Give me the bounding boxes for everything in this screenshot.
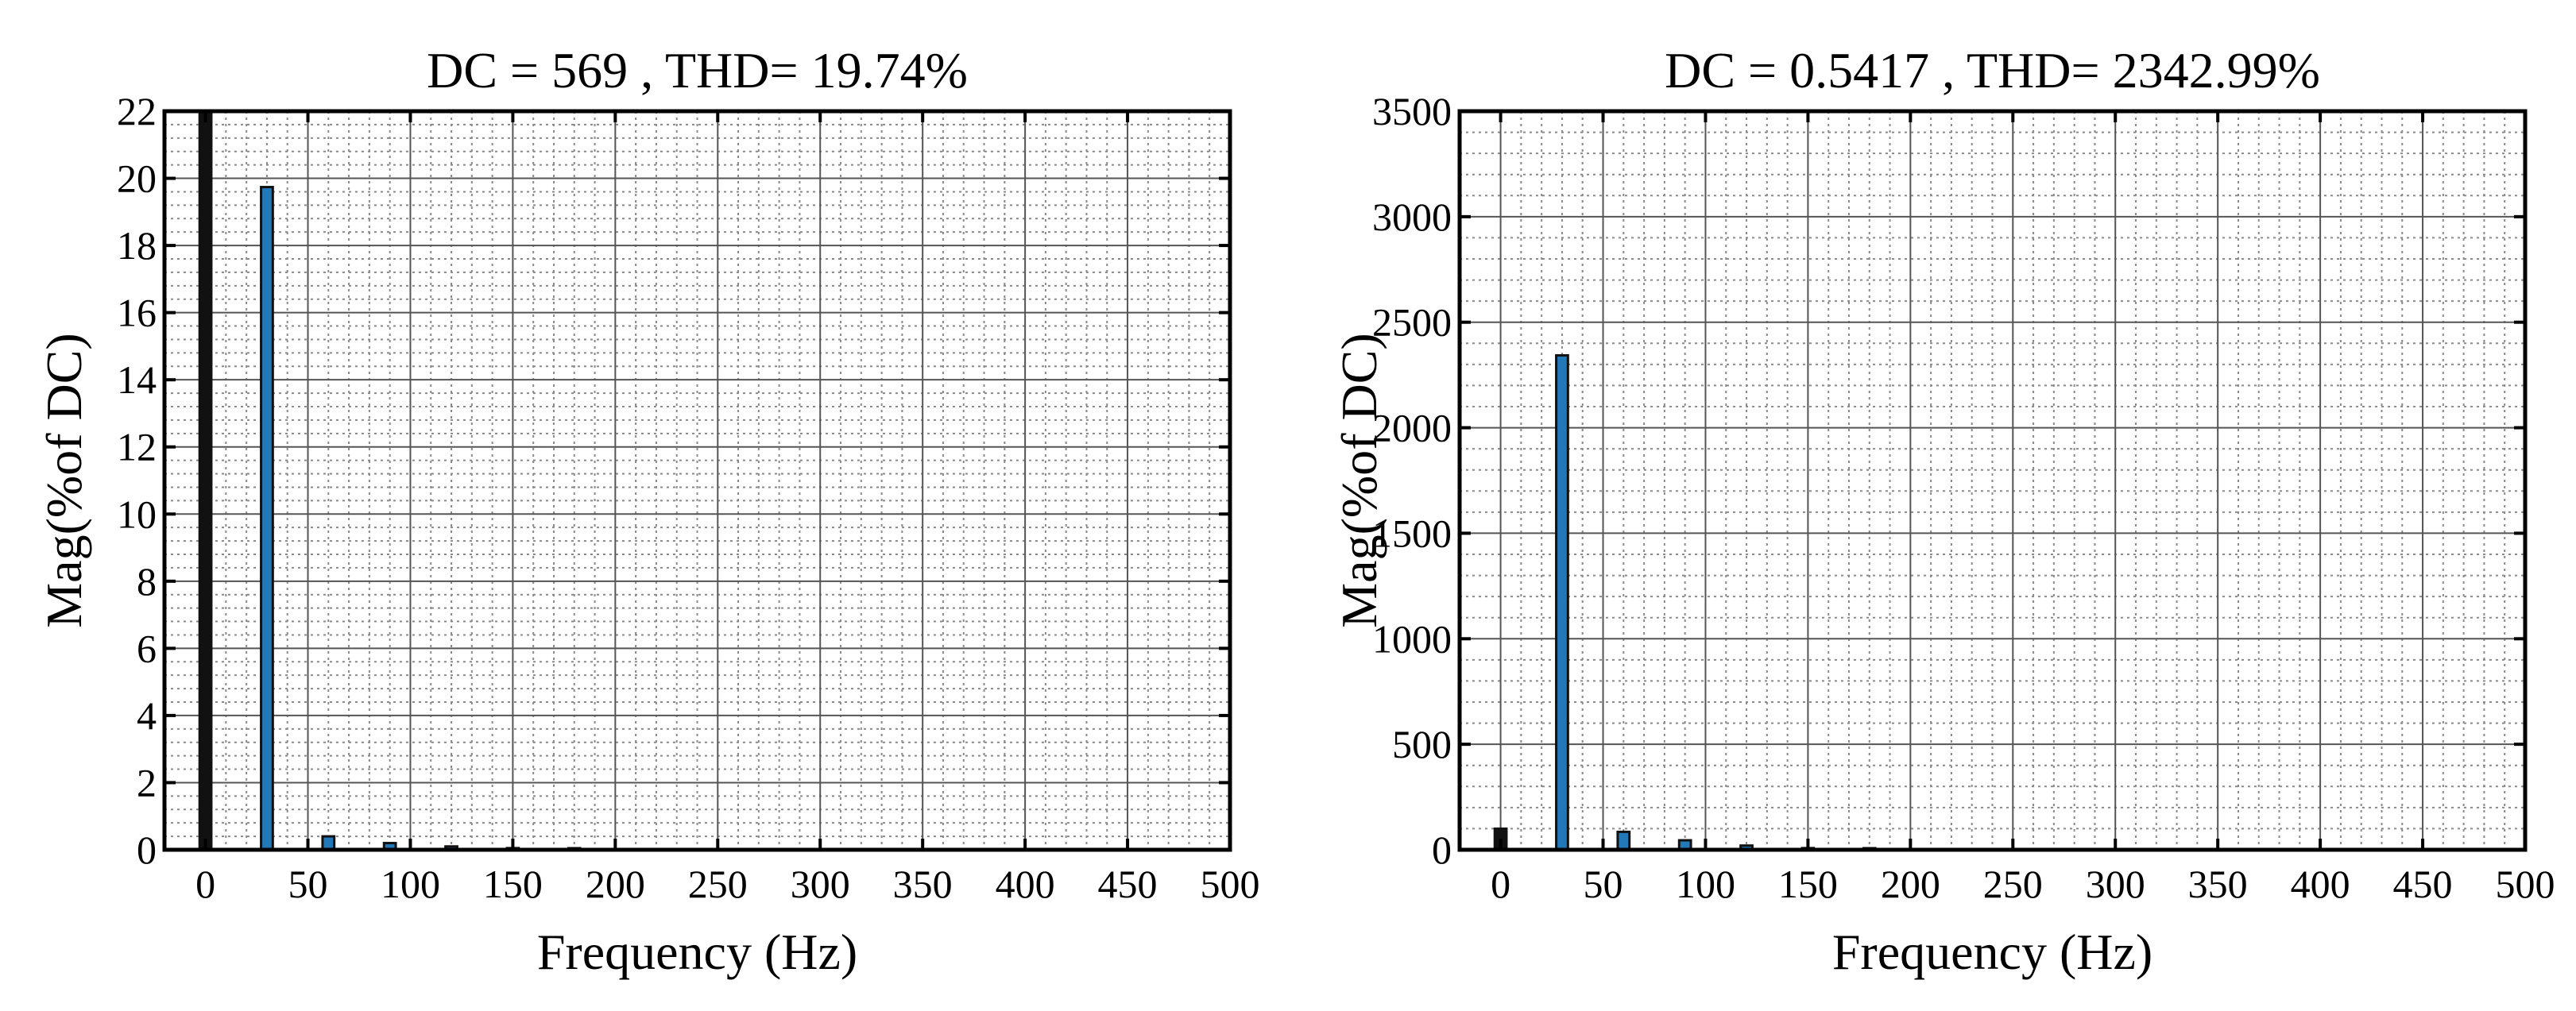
x-tick-label: 400 xyxy=(2291,862,2350,906)
y-tick-label: 14 xyxy=(117,357,157,402)
x-tick-label: 400 xyxy=(996,862,1055,906)
x-tick-label: 100 xyxy=(381,862,440,906)
x-tick-label: 450 xyxy=(1098,862,1158,906)
y-tick-label: 500 xyxy=(1392,722,1452,766)
y-tick-label: 2000 xyxy=(1372,406,1452,450)
y-tick-label: 20 xyxy=(117,156,157,201)
y-tick-label: 16 xyxy=(117,291,157,335)
y-tick-label: 10 xyxy=(117,492,157,536)
bar xyxy=(260,186,274,851)
x-tick-label: 250 xyxy=(688,862,748,906)
y-axis-label: Mag(%of DC) xyxy=(1331,333,1387,627)
y-tick-label: 18 xyxy=(117,223,157,268)
grid xyxy=(164,110,1231,851)
y-tick-label: 8 xyxy=(137,559,157,604)
y-tick-label: 12 xyxy=(117,425,157,469)
x-tick-label: 500 xyxy=(1201,862,1260,906)
y-tick-label: 0 xyxy=(137,828,157,872)
x-tick-label: 300 xyxy=(791,862,850,906)
x-tick-label: 500 xyxy=(2496,862,2555,906)
y-tick-label: 6 xyxy=(137,626,157,670)
y-tick-label: 1000 xyxy=(1372,616,1452,661)
x-tick-label: 150 xyxy=(1778,862,1838,906)
y-tick-label: 2 xyxy=(137,760,157,805)
y-tick-label: 3000 xyxy=(1372,195,1452,239)
x-tick-label: 0 xyxy=(195,862,215,906)
x-tick-label: 350 xyxy=(893,862,953,906)
chart-left: 0 50 100 150 200 250 300 350 400 450 500 0 2 4 6 8 10 12 1… xyxy=(36,42,1260,980)
chart-title: DC = 0.5417 , THD= 2342.99% xyxy=(1665,42,2320,98)
axes-frame xyxy=(162,109,1232,852)
y-axis-label: Mag(%of DC) xyxy=(36,333,92,627)
axes-frame xyxy=(1457,109,2528,852)
x-tick-label: 350 xyxy=(2188,862,2248,906)
x-tick-label: 150 xyxy=(483,862,543,906)
chart-right: 0 50 100 150 200 250 300 350 400 450 500 0 500 1000 15… xyxy=(1331,42,2555,980)
x-tick-label: 200 xyxy=(1881,862,1940,906)
x-axis-label: Frequency (Hz) xyxy=(537,924,857,980)
chart-title: DC = 569 , THD= 19.74% xyxy=(427,42,968,98)
x-tick-label: 50 xyxy=(288,862,328,906)
y-tick-label: 3500 xyxy=(1372,89,1452,133)
grid xyxy=(1460,110,2526,851)
x-tick-label: 50 xyxy=(1584,862,1623,906)
y-tick-label: 22 xyxy=(117,89,157,133)
x-tick-label: 300 xyxy=(2086,862,2145,906)
x-tick-label: 100 xyxy=(1676,862,1735,906)
bar xyxy=(1616,830,1631,851)
x-tick-label: 0 xyxy=(1491,862,1510,906)
x-tick-label: 450 xyxy=(2393,862,2453,906)
x-axis-label: Frequency (Hz) xyxy=(1832,924,2152,980)
y-tick-label: 2500 xyxy=(1372,300,1452,345)
bar xyxy=(198,110,213,851)
bar xyxy=(1555,353,1569,851)
y-tick-label: 4 xyxy=(137,693,157,738)
bar xyxy=(321,835,336,851)
y-tick-label: 1500 xyxy=(1372,511,1452,555)
x-tick-label: 250 xyxy=(1983,862,2043,906)
y-tick-label: 0 xyxy=(1432,828,1452,872)
x-tick-label: 200 xyxy=(586,862,645,906)
